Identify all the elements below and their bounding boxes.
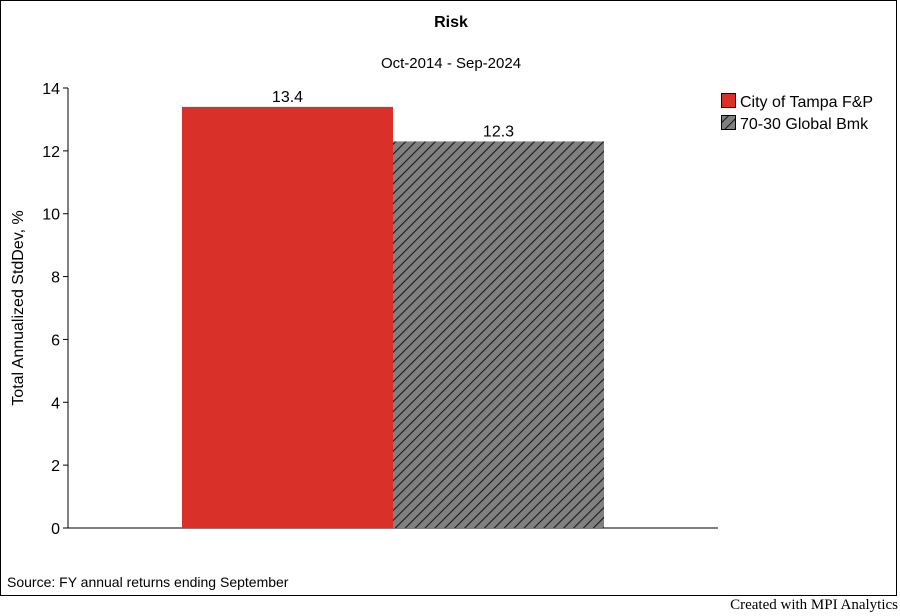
source-note: Source: FY annual returns ending Septemb… — [7, 574, 289, 590]
legend-swatch-1 — [721, 93, 736, 108]
y-tick-label: 0 — [51, 521, 60, 538]
y-axis-label: Total Annualized StdDev, % — [10, 210, 27, 405]
y-tick-label: 10 — [42, 207, 60, 224]
chart-title: Risk — [434, 14, 468, 31]
chart-subtitle: Oct-2014 - Sep-2024 — [381, 55, 521, 72]
bar-2 — [393, 141, 604, 528]
y-tick-label: 12 — [42, 144, 60, 161]
y-tick-label: 6 — [51, 332, 60, 349]
chart-frame: Risk Oct-2014 - Sep-2024 Total Annualize… — [0, 0, 897, 596]
legend-label-1: City of Tampa F&P — [740, 94, 873, 111]
y-tick-label: 8 — [51, 270, 60, 287]
legend-label-2: 70-30 Global Bmk — [740, 116, 869, 133]
chart-canvas: Risk Oct-2014 - Sep-2024 Total Annualize… — [10, 14, 873, 538]
y-tick-label: 2 — [51, 458, 60, 475]
y-tick-label: 4 — [51, 395, 60, 412]
y-tick-label: 14 — [42, 81, 60, 98]
data-label-2: 12.3 — [483, 123, 514, 140]
data-label-1: 13.4 — [272, 89, 303, 106]
legend-swatch-2 — [721, 115, 736, 130]
bar-1 — [182, 106, 393, 528]
credit-note: Created with MPI Analytics — [730, 597, 898, 613]
